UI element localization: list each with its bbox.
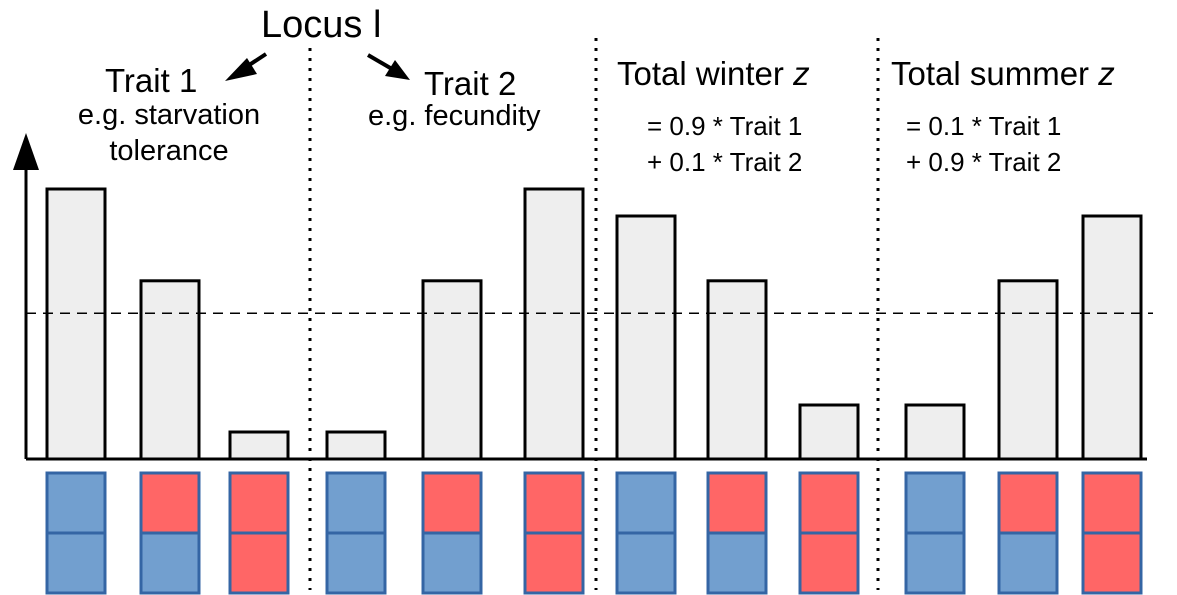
allele-box-lower bbox=[706, 531, 768, 595]
trait-value-bar bbox=[798, 403, 860, 461]
allele-box-upper bbox=[997, 471, 1059, 535]
allele-box-upper bbox=[523, 471, 585, 535]
trait1-heading: Trait 1 bbox=[105, 62, 198, 99]
pointer-arrow-trait2-head bbox=[385, 60, 410, 80]
allele-box-lower bbox=[904, 531, 966, 595]
pointer-arrow-trait2 bbox=[366, 53, 394, 71]
winter-formula: = 0.9 * Trait 1 + 0.1 * Trait 2 bbox=[647, 108, 802, 180]
allele-box-lower bbox=[45, 531, 107, 595]
allele-box-lower bbox=[228, 531, 290, 595]
pointer-arrow-trait1-head bbox=[225, 58, 257, 81]
allele-box-lower bbox=[798, 531, 860, 595]
allele-box-upper bbox=[798, 471, 860, 535]
trait-value-bar bbox=[615, 214, 677, 461]
allele-box-upper bbox=[706, 471, 768, 535]
allele-box-lower bbox=[325, 531, 387, 595]
trait-value-bar bbox=[904, 403, 966, 461]
winter-formula-line2: + 0.1 * Trait 2 bbox=[647, 147, 803, 177]
trait-value-bar bbox=[228, 430, 290, 461]
trait-value-bar bbox=[1081, 214, 1143, 461]
y-axis-arrowhead bbox=[13, 133, 39, 170]
trait1-subtitle: e.g. starvation tolerance bbox=[77, 99, 261, 167]
allele-box-lower bbox=[523, 531, 585, 595]
summer-formula: = 0.1 * Trait 1 + 0.9 * Trait 2 bbox=[906, 108, 1061, 180]
winter-heading: Total winter z bbox=[617, 55, 810, 92]
diagram-title: Locus l bbox=[261, 4, 382, 46]
allele-box-upper bbox=[45, 471, 107, 535]
trait-value-bar bbox=[523, 187, 585, 461]
trait-value-bar bbox=[45, 187, 107, 461]
allele-box-lower bbox=[421, 531, 483, 595]
winter-formula-line1: = 0.9 * Trait 1 bbox=[647, 111, 803, 141]
allele-box-lower bbox=[997, 531, 1059, 595]
allele-box-upper bbox=[325, 471, 387, 535]
trait-value-bar bbox=[706, 279, 768, 461]
allele-box-lower bbox=[1081, 531, 1143, 595]
trait2-subtitle: e.g. fecundity bbox=[368, 100, 541, 132]
allele-box-lower bbox=[139, 531, 201, 595]
allele-box-upper bbox=[228, 471, 290, 535]
summer-formula-line2: + 0.9 * Trait 2 bbox=[906, 147, 1062, 177]
allele-box-upper bbox=[421, 471, 483, 535]
trait-value-bar bbox=[421, 279, 483, 461]
summer-heading: Total summer z bbox=[891, 55, 1115, 92]
allele-box-upper bbox=[139, 471, 201, 535]
allele-box-lower bbox=[615, 531, 677, 595]
trait-value-bar bbox=[139, 279, 201, 461]
trait-value-bar bbox=[325, 430, 387, 461]
trait2-heading: Trait 2 bbox=[424, 65, 517, 102]
allele-box-upper bbox=[615, 471, 677, 535]
allele-box-upper bbox=[904, 471, 966, 535]
summer-formula-line1: = 0.1 * Trait 1 bbox=[906, 111, 1062, 141]
allele-box-upper bbox=[1081, 471, 1143, 535]
trait-value-bar bbox=[997, 279, 1059, 461]
